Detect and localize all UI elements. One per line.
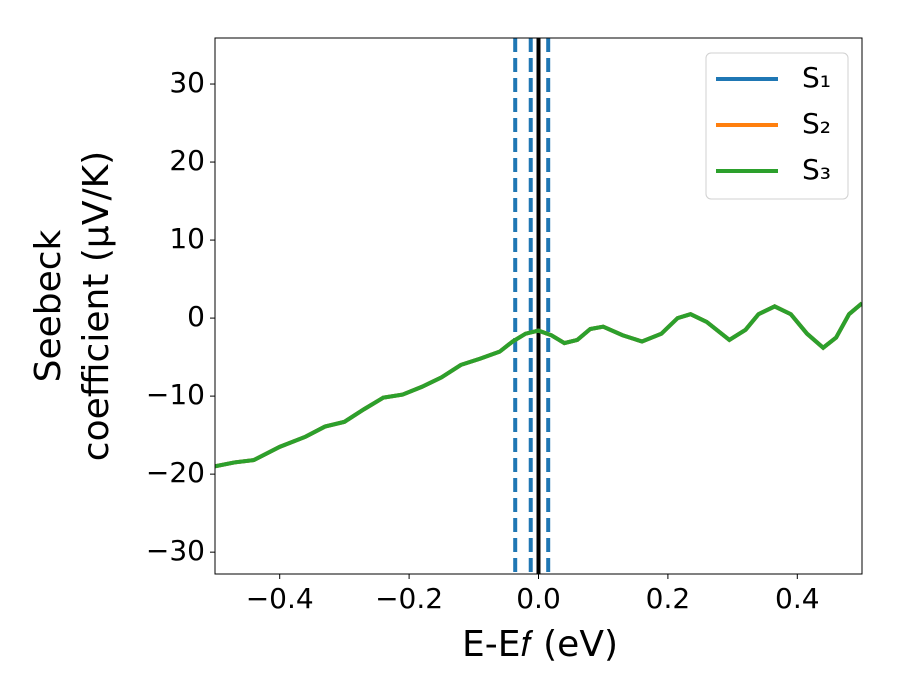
y-tick-label: 10 <box>169 222 205 255</box>
plot-frame <box>214 37 863 575</box>
x-tick-label: 0.0 <box>516 582 561 615</box>
x-axis-label: E-E𝑓 (eV) <box>462 624 618 665</box>
y-tick-label: 20 <box>169 144 205 177</box>
series-line <box>215 301 862 469</box>
x-tick-label: −0.4 <box>246 582 314 615</box>
legend-label: S₃ <box>802 153 831 186</box>
y-tick-label: −10 <box>146 378 205 411</box>
y-axis-label: coefficient (μV/K) <box>76 151 117 461</box>
x-tick-label: 0.2 <box>646 582 691 615</box>
x-tick-label: −0.2 <box>375 582 443 615</box>
y-axis-label: Seebeck <box>28 229 69 382</box>
legend-label: S₂ <box>802 107 831 140</box>
y-tick-label: 0 <box>187 300 205 333</box>
y-tick-label: 30 <box>169 66 205 99</box>
y-tick-label: −20 <box>146 456 205 489</box>
legend-label: S₁ <box>802 61 831 94</box>
y-tick-label: −30 <box>146 534 205 567</box>
x-tick-label: 0.4 <box>775 582 820 615</box>
